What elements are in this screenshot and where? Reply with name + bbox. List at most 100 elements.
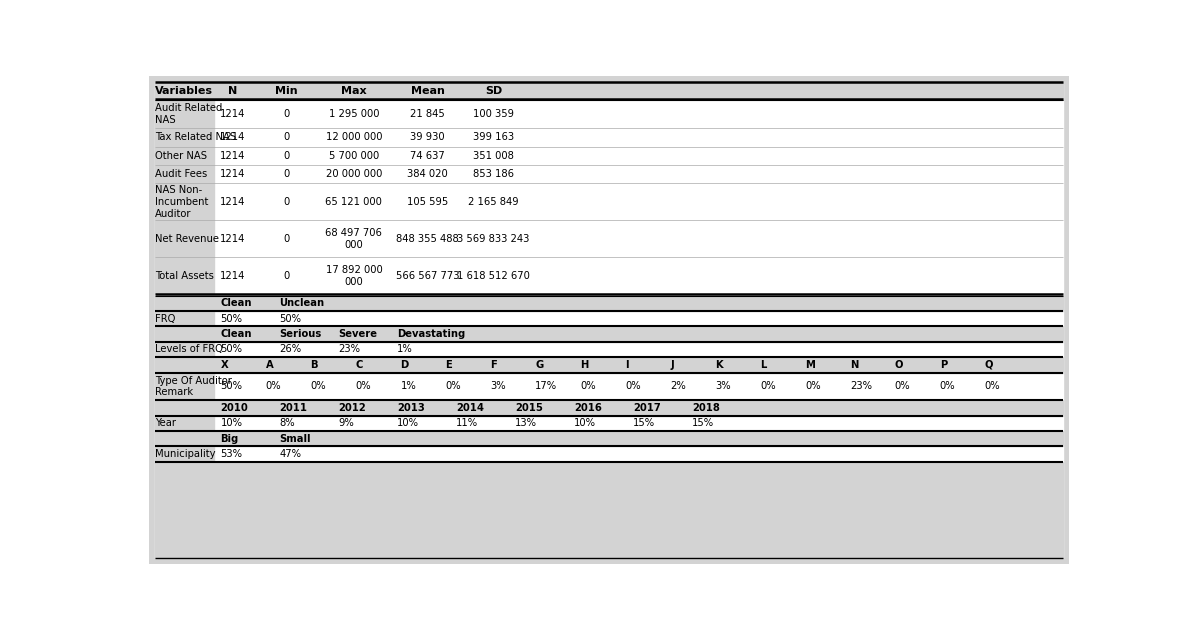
Text: 1 618 512 670: 1 618 512 670 [457, 271, 530, 281]
Text: 11%: 11% [456, 418, 479, 429]
Text: Type Of Auditor
Remark: Type Of Auditor Remark [154, 375, 232, 397]
Text: 15%: 15% [691, 418, 714, 429]
Text: N: N [849, 360, 858, 370]
Bar [154, 183, 214, 221]
Text: 2 165 849: 2 165 849 [468, 197, 519, 207]
Text: Total Assets: Total Assets [154, 271, 214, 281]
Text: 3%: 3% [491, 382, 506, 391]
Text: 1214: 1214 [220, 271, 245, 281]
Text: 9%: 9% [339, 418, 354, 429]
Text: Year: Year [154, 418, 176, 429]
Text: 39 930: 39 930 [410, 133, 444, 142]
Text: 10%: 10% [221, 418, 242, 429]
Text: 2012: 2012 [339, 403, 366, 413]
Text: 50%: 50% [221, 314, 242, 323]
Bar [154, 431, 1063, 446]
Text: Serious: Serious [279, 329, 322, 339]
Text: Max: Max [341, 86, 367, 96]
Text: 0: 0 [283, 271, 290, 281]
Text: Audit Fees: Audit Fees [154, 169, 207, 179]
Text: Clean: Clean [221, 298, 252, 308]
Bar [154, 400, 1063, 416]
Bar [154, 257, 214, 294]
Text: 2013: 2013 [397, 403, 425, 413]
Text: O: O [895, 360, 903, 370]
Text: 26%: 26% [279, 344, 302, 354]
Text: 0%: 0% [355, 382, 371, 391]
Text: Devastating: Devastating [397, 329, 466, 339]
Text: L: L [760, 360, 766, 370]
Text: Q: Q [985, 360, 993, 370]
Bar [154, 462, 1063, 558]
Text: 5 700 000: 5 700 000 [329, 151, 379, 161]
Text: Min: Min [276, 86, 298, 96]
Text: 0: 0 [283, 197, 290, 207]
Text: 47%: 47% [279, 449, 302, 459]
Text: 1%: 1% [397, 344, 413, 354]
Text: 1214: 1214 [220, 109, 245, 119]
Text: 17 892 000
000: 17 892 000 000 [326, 265, 383, 287]
Text: 0: 0 [283, 234, 290, 244]
Text: J: J [670, 360, 674, 370]
Bar [154, 221, 214, 257]
Text: Municipality: Municipality [154, 449, 215, 459]
Text: 0: 0 [283, 133, 290, 142]
Text: 100 359: 100 359 [473, 109, 514, 119]
Text: 0%: 0% [625, 382, 640, 391]
Text: P: P [940, 360, 947, 370]
Text: 566 567 773: 566 567 773 [396, 271, 460, 281]
Text: I: I [625, 360, 628, 370]
Text: 384 020: 384 020 [407, 169, 448, 179]
Text: 1214: 1214 [220, 169, 245, 179]
Text: 0%: 0% [310, 382, 326, 391]
Text: 2016: 2016 [574, 403, 602, 413]
Text: 0%: 0% [895, 382, 910, 391]
Text: H: H [580, 360, 588, 370]
Text: 15%: 15% [633, 418, 655, 429]
Text: Clean: Clean [221, 329, 252, 339]
Text: Levels of FRQ: Levels of FRQ [154, 344, 222, 354]
Text: E: E [446, 360, 453, 370]
Text: C: C [355, 360, 362, 370]
Text: 351 008: 351 008 [473, 151, 514, 161]
Text: N: N [228, 86, 236, 96]
Bar [154, 357, 1063, 373]
Text: 0%: 0% [760, 382, 776, 391]
Text: A: A [266, 360, 273, 370]
Text: SD: SD [485, 86, 503, 96]
Bar [154, 128, 214, 146]
Text: 399 163: 399 163 [473, 133, 514, 142]
Text: 23%: 23% [339, 344, 360, 354]
Text: 853 186: 853 186 [473, 169, 514, 179]
Text: 0%: 0% [580, 382, 596, 391]
Bar [154, 342, 214, 357]
Text: Variables: Variables [154, 86, 213, 96]
Text: Small: Small [279, 434, 311, 444]
Text: 50%: 50% [221, 382, 242, 391]
Text: Mean: Mean [411, 86, 444, 96]
Text: 2%: 2% [670, 382, 685, 391]
Bar [154, 146, 214, 165]
Text: 2017: 2017 [633, 403, 661, 413]
Text: K: K [715, 360, 722, 370]
Text: 50%: 50% [279, 314, 302, 323]
Text: 1214: 1214 [220, 133, 245, 142]
Text: 13%: 13% [516, 418, 537, 429]
Text: Unclean: Unclean [279, 298, 324, 308]
Text: D: D [400, 360, 409, 370]
Text: Net Revenue: Net Revenue [154, 234, 219, 244]
Text: 17%: 17% [536, 382, 557, 391]
Text: 0%: 0% [805, 382, 821, 391]
Text: 12 000 000: 12 000 000 [326, 133, 383, 142]
Text: 23%: 23% [849, 382, 872, 391]
Text: NAS Non-
Incumbent
Auditor: NAS Non- Incumbent Auditor [154, 185, 208, 219]
Text: Other NAS: Other NAS [154, 151, 207, 161]
Text: 0%: 0% [266, 382, 282, 391]
Text: 68 497 706
000: 68 497 706 000 [326, 228, 383, 250]
Text: X: X [221, 360, 228, 370]
Text: F: F [491, 360, 497, 370]
Text: 1%: 1% [400, 382, 416, 391]
Text: 2010: 2010 [221, 403, 248, 413]
Text: 2015: 2015 [516, 403, 543, 413]
Text: 50%: 50% [221, 344, 242, 354]
